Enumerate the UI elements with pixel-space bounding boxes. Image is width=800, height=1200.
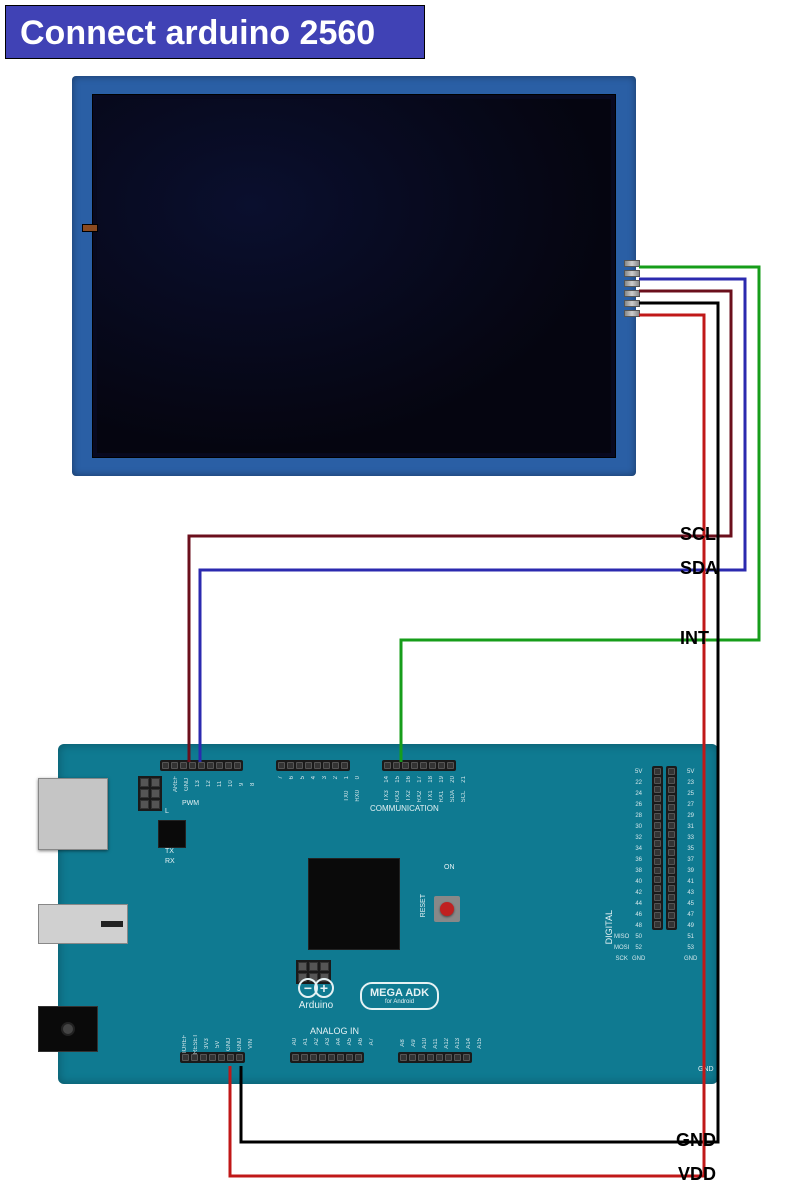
tx-label: TX (165, 848, 174, 855)
pin-labels-top-a: AREFGND1312111098 (162, 776, 259, 792)
pin-labels-bottom-c: A8A9A10A11A12A13A14A15 (400, 1038, 486, 1049)
analog-in-label: ANALOG IN (310, 1026, 359, 1036)
pwm-label: PWM (182, 800, 199, 807)
lcd-inner (97, 99, 611, 453)
brand-text: Arduino (299, 1000, 333, 1011)
header-top-c (382, 760, 456, 771)
rx-label: RX (165, 858, 175, 865)
reset-label: RESET (420, 894, 427, 917)
header-top-a (160, 760, 243, 771)
pin-labels-right-in: 5V23252729313335373941434547495153GND (684, 768, 697, 964)
lcd-screen (92, 94, 616, 458)
pin-labels-bottom-b: A0A1A2A3A4A5A6A7 (292, 1038, 378, 1045)
title-text: Connect arduino 2560 (20, 14, 375, 52)
reset-button[interactable] (434, 896, 460, 922)
icsp-header-2 (138, 776, 162, 811)
lcd-ribbon (82, 224, 98, 232)
wire-label-vdd: VDD (678, 1164, 716, 1185)
pin-labels-top-b: 76543210 (278, 776, 364, 779)
pin-labels-right-out: 5V22242628303234363840424446485052GND (632, 768, 645, 964)
wire-label-int: INT (680, 628, 709, 649)
gnd-bracket: GND (698, 1066, 714, 1073)
pin-labels-top-c: 1415161718192021 (384, 776, 470, 783)
lcd-pin-header (624, 260, 640, 317)
pin-labels-right-spi: MISOMOSISCK (614, 768, 629, 964)
l-label: L (165, 808, 169, 815)
wire-label-gnd: GND (676, 1130, 716, 1151)
main-mcu-chip (308, 858, 400, 950)
on-label: ON (444, 864, 455, 871)
pin-labels-top-c-sub: TX3RX3TX2RX2TX1RX1SDASCL (384, 790, 470, 802)
pin-labels-bottom-a: IOREFRESET3V35VGNDGNDVIN (182, 1034, 257, 1054)
header-bottom-c (398, 1052, 472, 1063)
small-chip (158, 820, 186, 848)
model-label: MEGA ADK (370, 987, 429, 999)
model-pill: MEGA ADK for Android (360, 982, 439, 1010)
wire-label-sda: SDA (680, 558, 718, 579)
header-bottom-b (290, 1052, 364, 1063)
pin-labels-top-b-sub: TX0RX0 (278, 790, 364, 802)
wire-label-scl: SCL (680, 524, 716, 545)
header-top-b (276, 760, 350, 771)
model-sub: for Android (370, 999, 429, 1005)
usb-a-port (38, 904, 128, 944)
power-jack (38, 1006, 98, 1052)
title-banner: Connect arduino 2560 (5, 5, 425, 59)
digital-label: DIGITAL (604, 910, 614, 944)
header-right-1 (652, 766, 663, 930)
header-right-2 (666, 766, 677, 930)
usb-b-port (38, 778, 108, 850)
arduino-logo: −+ Arduino (298, 978, 334, 1011)
communication-label: COMMUNICATION (370, 804, 439, 813)
